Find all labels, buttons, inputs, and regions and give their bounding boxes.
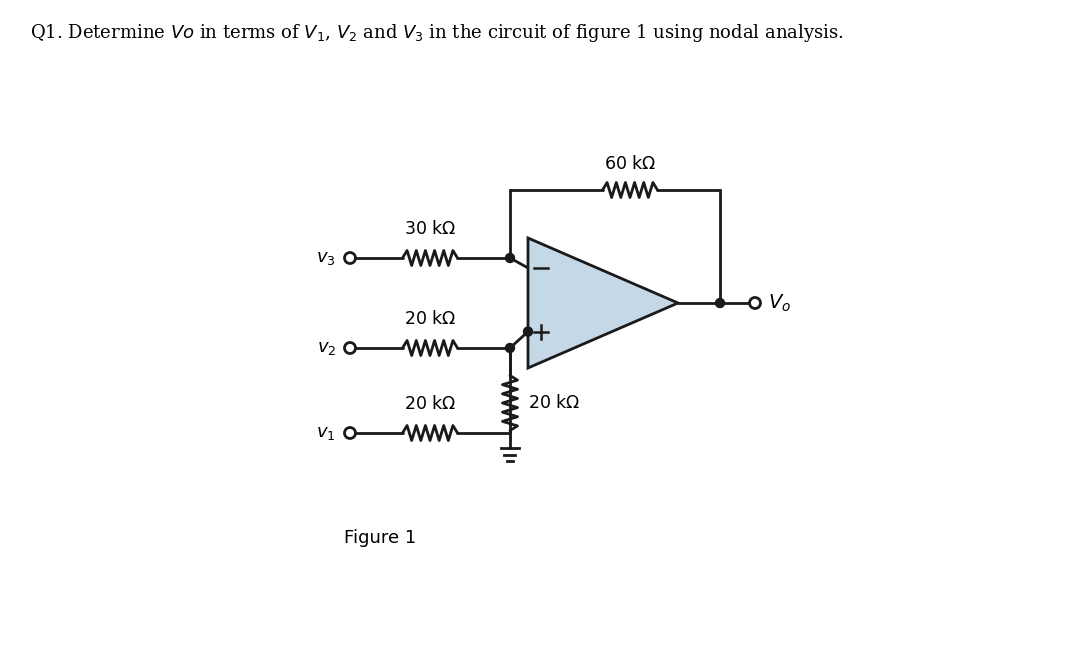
Text: $v_3$: $v_3$ <box>316 249 336 267</box>
Text: 60 k$\Omega$: 60 k$\Omega$ <box>604 155 657 173</box>
Text: 30 k$\Omega$: 30 k$\Omega$ <box>404 220 456 238</box>
Text: $V_o$: $V_o$ <box>768 292 791 314</box>
Text: 20 k$\Omega$: 20 k$\Omega$ <box>404 310 456 328</box>
Text: $v_1$: $v_1$ <box>316 424 336 442</box>
Text: Figure 1: Figure 1 <box>343 529 416 547</box>
Polygon shape <box>528 238 678 368</box>
Text: 20 k$\Omega$: 20 k$\Omega$ <box>528 394 580 412</box>
Text: 20 k$\Omega$: 20 k$\Omega$ <box>404 395 456 413</box>
Text: $v_2$: $v_2$ <box>316 339 336 357</box>
Circle shape <box>505 253 514 263</box>
Text: Q1. Determine $\mathit{Vo}$ in terms of $\mathit{V_1}$, $\mathit{V_2}$ and $\mat: Q1. Determine $\mathit{Vo}$ in terms of … <box>30 22 843 44</box>
Circle shape <box>715 299 725 307</box>
Circle shape <box>524 327 532 336</box>
Circle shape <box>505 343 514 353</box>
